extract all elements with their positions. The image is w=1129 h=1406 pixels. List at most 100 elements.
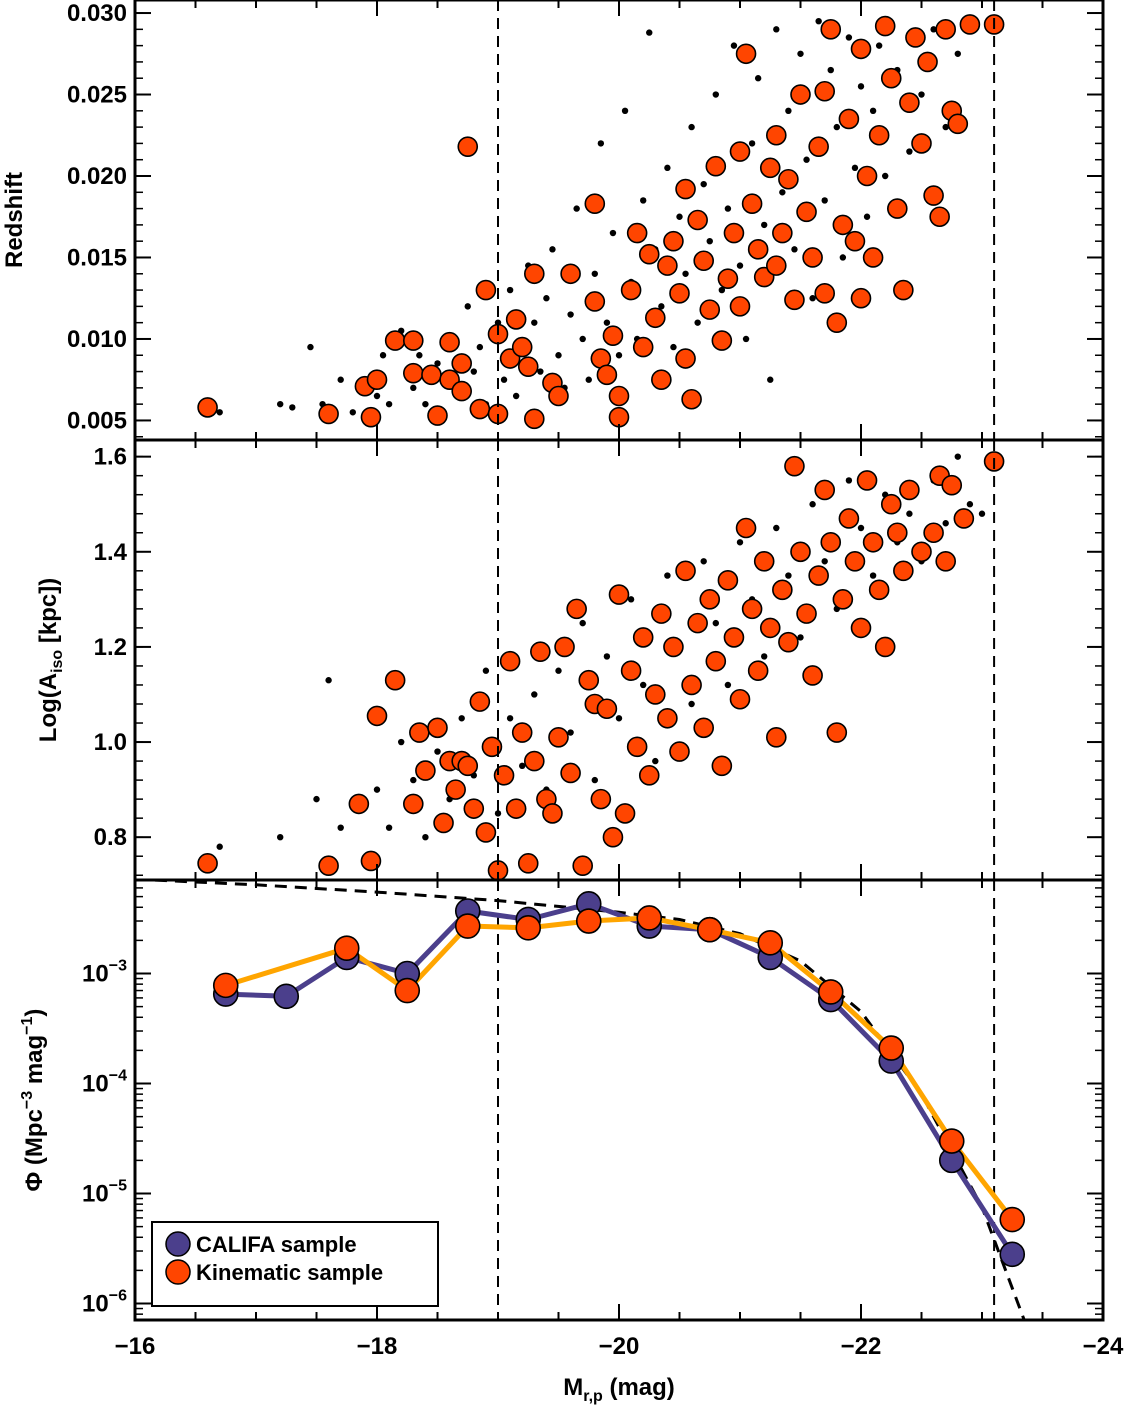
redshift-galaxy-point — [584, 193, 606, 215]
redshift-galaxy-point — [687, 209, 708, 231]
lf-xtick-label: −16 — [115, 1333, 156, 1360]
redshift-dot — [857, 83, 865, 90]
redshift-dot — [379, 352, 387, 359]
size-dot — [869, 572, 877, 579]
redshift-galaxy-point — [638, 243, 660, 265]
redshift-galaxy-point — [765, 255, 787, 276]
redshift-dot — [736, 262, 744, 269]
size-galaxy-point — [711, 755, 733, 777]
size-dot — [664, 572, 671, 579]
redshift-galaxy-point — [626, 222, 648, 244]
size-galaxy-point — [808, 565, 829, 586]
legend-califa-marker — [165, 1231, 191, 1257]
redshift-galaxy-point — [318, 403, 339, 425]
size-galaxy-point — [923, 522, 944, 544]
size-galaxy-point — [638, 765, 660, 786]
redshift-dot — [718, 286, 726, 294]
kinematic-series-point — [757, 930, 784, 956]
size-ylabel: Log(Aiso [kpc]) — [35, 578, 66, 742]
size-dot — [494, 810, 502, 817]
size-galaxy-point — [814, 479, 836, 501]
redshift-galaxy-point — [959, 14, 981, 35]
redshift-dot — [869, 107, 877, 115]
size-galaxy-point — [572, 855, 594, 877]
size-galaxy-point — [874, 636, 896, 658]
redshift-galaxy-point — [360, 406, 382, 428]
size-ylabel-end: [kpc]) — [35, 578, 62, 650]
redshift-dot — [422, 400, 429, 408]
size-galaxy-point — [826, 722, 848, 743]
redshift-galaxy-point — [862, 247, 884, 268]
redshift-galaxy-point — [451, 353, 473, 374]
redshift-dot — [573, 205, 580, 212]
kinematic-series-point — [938, 1128, 965, 1154]
redshift-galaxy-point — [197, 397, 218, 418]
redshift-dot — [761, 221, 768, 229]
redshift-galaxy-point — [457, 136, 479, 157]
size-dot — [688, 700, 695, 708]
lf-ytick-base: 10 — [82, 961, 109, 988]
redshift-dot — [615, 352, 623, 359]
redshift-galaxy-point — [808, 136, 829, 157]
redshift-galaxy-point — [729, 141, 751, 162]
size-galaxy-point — [953, 508, 975, 529]
redshift-dot — [882, 172, 889, 180]
redshift-dot — [706, 237, 713, 245]
size-galaxy-point — [802, 665, 823, 686]
size-galaxy-point — [838, 508, 860, 529]
redshift-dot — [591, 270, 598, 277]
size-galaxy-point — [566, 598, 587, 620]
size-galaxy-point — [578, 669, 600, 691]
redshift-dot — [385, 400, 393, 408]
redshift-galaxy-point — [886, 198, 908, 219]
redshift-galaxy-point — [469, 398, 491, 420]
redshift-dot — [803, 156, 810, 163]
redshift-dot — [567, 311, 574, 318]
redshift-vlines — [497, 0, 996, 440]
size-galaxy-point — [409, 722, 430, 743]
redshift-dot — [512, 392, 520, 400]
size-galaxy-point — [596, 698, 618, 720]
redshift-galaxy-point — [439, 331, 460, 353]
redshift-galaxy-point — [929, 206, 950, 228]
size-galaxy-point — [886, 522, 908, 544]
kinematic-series-point — [817, 979, 844, 1005]
size-dot — [555, 667, 562, 674]
lf-xlabel: Mr,p (mag) — [563, 1374, 675, 1405]
size-galaxy-point — [790, 541, 811, 563]
redshift-dot — [851, 164, 859, 172]
redshift-galaxy-point — [802, 247, 823, 268]
redshift-galaxy-point — [850, 287, 872, 309]
lf-ylabel: Φ (Mpc−3 mag−1) — [19, 1009, 48, 1192]
size-galaxy-point — [590, 788, 612, 810]
redshift-dot — [906, 148, 913, 155]
redshift-dot — [470, 368, 477, 375]
redshift-dot — [682, 270, 689, 277]
redshift-galaxy-point — [814, 80, 836, 102]
redshift-galaxy-point — [772, 222, 793, 244]
size-ylabel-main: Log(A — [35, 673, 62, 742]
lf-vlines — [497, 880, 996, 1320]
redshift-galaxy-point — [717, 268, 739, 289]
lf-ytick-label: 10−3 — [82, 958, 127, 988]
size-galaxy-point — [493, 765, 515, 786]
size-dot — [482, 667, 490, 674]
size-galaxy-point — [663, 636, 684, 658]
size-galaxy-point — [765, 726, 787, 748]
redshift-dot — [464, 303, 471, 310]
kinematic-series-point — [696, 916, 723, 943]
size-galaxy-point — [796, 603, 817, 624]
size-galaxy-point — [542, 803, 563, 824]
redshift-galaxy-point — [505, 309, 527, 330]
redshift-galaxy-point — [560, 263, 581, 285]
size-dot — [313, 795, 320, 803]
size-galaxy-point — [735, 517, 757, 539]
size-dot — [954, 453, 961, 460]
redshift-ytick-label: 0.010 — [67, 326, 127, 353]
size-galaxy-point — [475, 822, 497, 843]
size-galaxy-point — [681, 674, 702, 696]
redshift-dot — [555, 352, 562, 359]
size-galaxy-point — [862, 531, 884, 553]
redshift-dot — [773, 26, 780, 33]
